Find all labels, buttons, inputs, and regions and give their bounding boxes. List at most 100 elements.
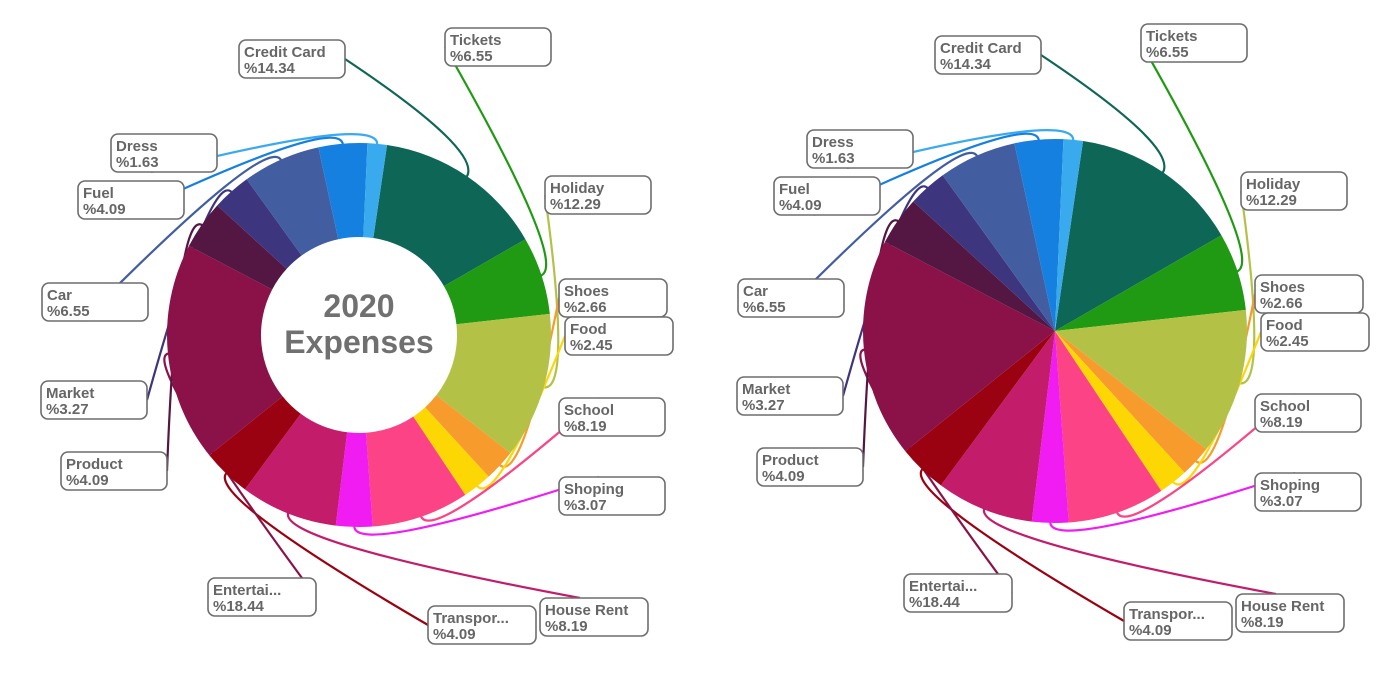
slice-value: %8.19 (545, 618, 588, 635)
slice-label-shoes: Shoes%2.66 (1254, 274, 1364, 314)
center-title-line: Expenses (284, 324, 433, 360)
pie-slice-house-rent (244, 413, 348, 526)
slice-value: %2.45 (1266, 333, 1309, 350)
slice-value: %18.44 (909, 594, 961, 611)
slice-label-fuel: Fuel%4.09 (773, 176, 881, 216)
pie-slice-holiday (436, 313, 552, 454)
slice-name: Transpor... (1129, 606, 1205, 623)
leader-line-car (777, 151, 979, 318)
label-box (903, 573, 1013, 613)
slice-label-fuel: Fuel%4.09 (77, 180, 185, 220)
slice-value: %6.55 (743, 299, 786, 316)
pie-slice-market (913, 175, 1055, 331)
slice-value: %6.55 (47, 303, 90, 320)
slices (862, 139, 1247, 524)
slices (167, 143, 552, 528)
slice-name: Dress (116, 138, 158, 155)
leader-line-transpor (223, 472, 429, 626)
slice-name: Shoes (1260, 279, 1305, 296)
slice-value: %3.07 (564, 497, 607, 514)
label-box (544, 175, 652, 215)
leader-line-food (1171, 331, 1263, 486)
slice-value: %12.29 (550, 196, 601, 213)
slice-label-shoping: Shoping%3.07 (1254, 472, 1362, 512)
slice-value: %3.27 (46, 401, 89, 418)
slice-label-shoping: Shoping%3.07 (558, 476, 666, 516)
slice-value: %4.09 (1129, 622, 1172, 639)
slice-label-transpor: Transpor...%4.09 (1123, 601, 1233, 641)
pie-slice-tickets (1055, 235, 1246, 331)
pie-slice-holiday (1055, 309, 1247, 450)
label-box (539, 597, 649, 637)
label-box (444, 27, 552, 67)
label-box (207, 577, 317, 617)
slice-label-holiday: Holiday%12.29 (1240, 171, 1348, 211)
slice-value: %4.09 (66, 472, 109, 489)
slice-value: %2.66 (564, 299, 607, 316)
pie-slice-food (413, 407, 489, 495)
slice-label-entertai: Entertai...%18.44 (207, 577, 317, 617)
pie-slice-entertai (862, 241, 1055, 452)
slice-value: %12.29 (1246, 192, 1297, 209)
pie-slice-car (942, 143, 1055, 331)
pie-slice-fuel (1014, 139, 1064, 331)
slice-label-car: Car%6.55 (41, 282, 149, 322)
pie-slice-credit-card (373, 145, 526, 287)
slice-value: %4.09 (433, 626, 476, 643)
leader-line-house-rent (286, 512, 581, 600)
slice-name: Dress (812, 134, 854, 151)
slice-value: %8.19 (564, 418, 607, 435)
slice-value: %2.45 (570, 337, 613, 354)
slice-name: Entertai... (909, 578, 977, 595)
slice-label-market: Market%3.27 (736, 376, 844, 416)
slice-value: %2.66 (1260, 295, 1303, 312)
slice-name: Fuel (779, 181, 810, 198)
slice-name: House Rent (1241, 598, 1324, 615)
slice-label-market: Market%3.27 (40, 380, 148, 420)
slice-name: Product (762, 452, 819, 469)
slice-label-school: School%8.19 (1254, 393, 1362, 433)
pie-slice-fuel (318, 143, 368, 240)
slice-name: Tickets (1146, 28, 1197, 45)
label-box (1254, 393, 1362, 433)
pie-slice-tickets (443, 239, 550, 325)
label-box (41, 282, 149, 322)
slice-name: Shoping (1260, 477, 1320, 494)
slice-label-tickets: Tickets%6.55 (444, 27, 552, 67)
slice-labels: Credit Card%14.34Tickets%6.55Holiday%12.… (40, 27, 674, 645)
leader-line-car (81, 155, 283, 322)
leader-line-holiday (1238, 190, 1256, 385)
label-box (77, 180, 185, 220)
leader-line-house-rent (982, 508, 1277, 596)
pie-slice-dress (1055, 139, 1084, 331)
slice-name: School (1260, 398, 1310, 415)
pie-chart: Credit Card%14.34Tickets%6.55Holiday%12.… (736, 23, 1370, 641)
slice-value: %4.09 (83, 201, 126, 218)
slice-label-dress: Dress%1.63 (110, 133, 218, 173)
slice-value: %8.19 (1241, 614, 1284, 631)
pie-slice-shoping (1031, 331, 1069, 524)
slice-name: Transpor... (433, 610, 509, 627)
slice-name: Entertai... (213, 582, 281, 599)
slice-name: Credit Card (940, 40, 1022, 57)
label-box (1254, 472, 1362, 512)
leader-line-shoping (1049, 471, 1296, 532)
label-box (773, 176, 881, 216)
leader-line-credit-card (344, 58, 470, 178)
slice-label-transpor: Transpor...%4.09 (427, 605, 537, 645)
label-box (806, 129, 914, 169)
leader-line-transpor (919, 468, 1125, 622)
pie-slice-credit-card (1055, 141, 1222, 331)
pie-slice-car (246, 147, 339, 256)
slice-label-school: School%8.19 (558, 397, 666, 437)
slice-value: %1.63 (812, 150, 855, 167)
slice-label-tickets: Tickets%6.55 (1140, 23, 1248, 63)
slice-value: %4.09 (779, 197, 822, 214)
slice-name: Product (66, 456, 123, 473)
pie-slice-shoes (1055, 331, 1207, 473)
slice-value: %18.44 (213, 598, 265, 615)
label-box (1240, 171, 1348, 211)
label-box (427, 605, 537, 645)
leader-line-tickets (444, 46, 548, 277)
